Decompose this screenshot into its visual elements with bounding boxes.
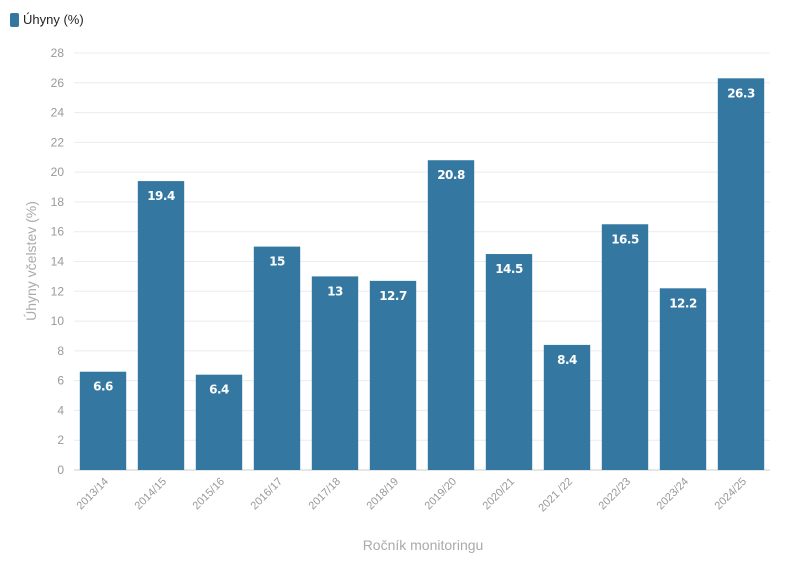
bar[interactable] <box>369 280 417 470</box>
y-tick-label: 20 <box>51 165 65 179</box>
bar-value-label: 8.4 <box>557 353 577 367</box>
bar-value-label: 15 <box>269 255 285 269</box>
x-tick-label: 2016/17 <box>249 476 286 513</box>
bar[interactable] <box>601 224 649 470</box>
bar[interactable] <box>195 374 243 470</box>
legend-swatch <box>10 12 19 27</box>
bar-value-label: 19.4 <box>147 189 175 203</box>
bar-value-label: 13 <box>327 284 343 298</box>
y-tick-label: 12 <box>51 284 65 298</box>
bar[interactable] <box>485 254 533 470</box>
grid-lines <box>74 52 770 471</box>
y-tick-label: 16 <box>51 225 65 239</box>
x-tick-label: 2021 /22 <box>536 476 575 515</box>
y-tick-label: 18 <box>51 195 65 209</box>
legend[interactable]: Úhyny (%) <box>10 12 84 27</box>
y-tick-label: 26 <box>51 76 65 90</box>
bars: 6.6 19.4 6.4 15 13 12.7 20.8 14.5 8.4 16.5 12.2 26.… <box>79 78 765 471</box>
x-tick-label: 2015/16 <box>191 476 228 513</box>
y-tick-label: 24 <box>51 106 65 120</box>
x-tick-label: 2018/19 <box>365 476 402 513</box>
bar[interactable] <box>311 276 359 470</box>
x-tick-label: 2019/20 <box>423 476 460 513</box>
x-tick-label: 2024/25 <box>713 476 750 513</box>
x-axis-title: Ročník monitoringu <box>363 537 484 553</box>
y-tick-label: 8 <box>57 344 64 358</box>
bar-value-label: 14.5 <box>495 262 523 276</box>
x-tick-label: 2023/24 <box>655 476 692 513</box>
y-tick-label: 14 <box>51 255 65 269</box>
bar[interactable] <box>717 78 765 470</box>
y-tick-label: 22 <box>51 135 65 149</box>
bar-value-label: 6.4 <box>209 383 229 397</box>
x-tick-label: 2022/23 <box>597 476 634 513</box>
bar[interactable] <box>659 288 707 470</box>
y-axis-title: Úhyny včelstev (%) <box>23 201 39 321</box>
bar[interactable] <box>543 344 591 470</box>
x-tick-label: 2013/14 <box>75 476 112 513</box>
legend-label: Úhyny (%) <box>23 12 84 27</box>
bar[interactable] <box>427 160 475 470</box>
x-tick-label: 2020/21 <box>481 476 518 513</box>
x-tick-label: 2017/18 <box>307 476 344 513</box>
y-tick-label: 4 <box>57 403 64 417</box>
bar-value-label: 12.2 <box>669 296 697 310</box>
bar-value-label: 6.6 <box>93 380 113 394</box>
bar-value-label: 26.3 <box>727 86 755 100</box>
bar[interactable] <box>79 371 127 470</box>
y-tick-label: 0 <box>57 463 64 477</box>
bar-value-label: 20.8 <box>437 168 465 182</box>
bar[interactable] <box>253 246 301 470</box>
y-tick-label: 2 <box>57 433 64 447</box>
y-tick-label: 10 <box>51 314 65 328</box>
y-tick-label: 28 <box>51 46 65 60</box>
bar-value-label: 16.5 <box>611 232 639 246</box>
x-axis-ticks: 2013/14 2014/15 2015/16 2016/17 2017/18 2018/… <box>75 476 750 515</box>
bar[interactable] <box>137 181 185 471</box>
y-tick-label: 6 <box>57 374 64 388</box>
bar-value-label: 12.7 <box>379 289 407 303</box>
x-tick-label: 2014/15 <box>133 476 170 513</box>
